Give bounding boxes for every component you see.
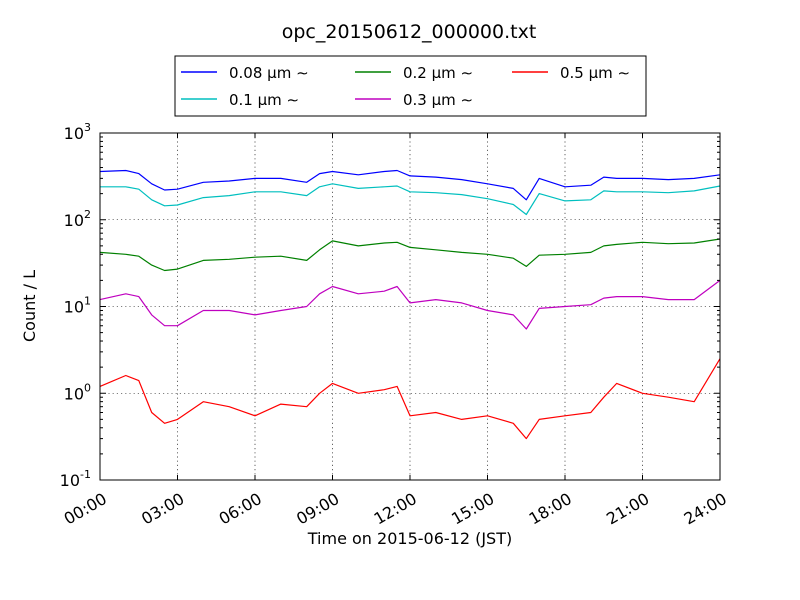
- x-tick-label: 06:00: [216, 489, 265, 529]
- chart-title: opc_20150612_000000.txt: [282, 21, 537, 43]
- grid-layer: [100, 133, 720, 480]
- x-tick-label: 00:00: [61, 489, 110, 529]
- legend-label: 0.1 μm ∼: [229, 91, 299, 109]
- y-tick-label: 100: [64, 381, 91, 403]
- legend-label: 0.08 μm ∼: [229, 64, 309, 82]
- series-line-0: [99, 169, 721, 201]
- x-axis-label: Time on 2015-06-12 (JST): [307, 529, 512, 548]
- legend: 0.08 μm ∼ 0.1 μm ∼ 0.2 μm ∼ 0.3 μm ∼ 0.5 μm …: [174, 55, 647, 117]
- x-tick-label: 03:00: [138, 489, 187, 529]
- x-tick-label: 12:00: [371, 489, 420, 529]
- x-tick-label: 15:00: [448, 489, 497, 529]
- x-tick-label: 21:00: [603, 489, 652, 529]
- tick-layer: 00:00 03:00 06:00 09:00 12:00 15:00 18:00 21:00…: [60, 121, 730, 529]
- legend-label: 0.5 μm ∼: [560, 64, 630, 82]
- y-tick-label: 10-1: [60, 468, 91, 490]
- series-line-2: [99, 238, 721, 272]
- series-layer: [99, 169, 721, 440]
- x-tick-label: 18:00: [526, 489, 575, 529]
- y-tick-label: 101: [64, 295, 91, 317]
- series-line-4: [99, 358, 721, 440]
- legend-label: 0.2 μm ∼: [403, 64, 473, 82]
- series-line-3: [99, 279, 721, 330]
- x-tick-label: 09:00: [293, 489, 342, 529]
- series-line-1: [100, 183, 721, 216]
- legend-frame: [174, 55, 647, 117]
- x-tick-label: 24:00: [681, 489, 730, 529]
- legend-label: 0.3 μm ∼: [403, 91, 473, 109]
- y-tick-label: 103: [64, 121, 91, 143]
- y-tick-label: 102: [64, 208, 91, 230]
- y-axis-label: Count / L: [20, 270, 39, 342]
